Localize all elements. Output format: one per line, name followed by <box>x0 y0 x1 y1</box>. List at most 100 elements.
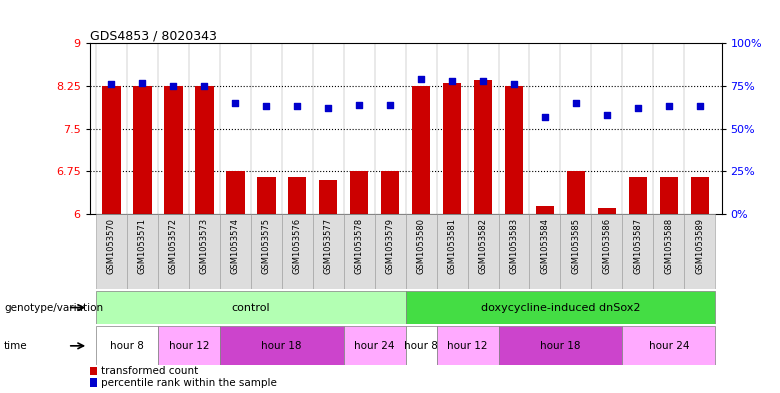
Text: GSM1053582: GSM1053582 <box>478 218 488 274</box>
Bar <box>96 291 406 324</box>
Bar <box>158 326 220 365</box>
Text: GSM1053578: GSM1053578 <box>355 218 363 274</box>
Bar <box>684 214 715 289</box>
Bar <box>158 214 189 289</box>
Bar <box>319 180 338 214</box>
Bar <box>133 86 151 214</box>
Point <box>446 78 459 84</box>
Text: GSM1053575: GSM1053575 <box>262 218 271 274</box>
Text: GDS4853 / 8020343: GDS4853 / 8020343 <box>90 29 217 42</box>
Text: hour 12: hour 12 <box>447 341 488 351</box>
Bar <box>96 214 127 289</box>
Point <box>136 79 148 86</box>
Bar <box>654 214 684 289</box>
Text: GSM1053581: GSM1053581 <box>448 218 456 274</box>
Point <box>539 114 551 120</box>
Text: GSM1053573: GSM1053573 <box>200 218 209 274</box>
Bar <box>498 326 622 365</box>
Point <box>322 105 335 111</box>
Text: transformed count: transformed count <box>101 366 198 376</box>
Bar <box>467 214 498 289</box>
Text: GSM1053570: GSM1053570 <box>107 218 116 274</box>
Text: hour 8: hour 8 <box>110 341 144 351</box>
Bar <box>597 208 616 214</box>
Text: percentile rank within the sample: percentile rank within the sample <box>101 378 277 388</box>
Bar <box>350 171 368 214</box>
Point <box>167 83 179 89</box>
Point <box>229 100 242 106</box>
Point <box>260 103 272 110</box>
Bar <box>313 214 344 289</box>
Text: GSM1053576: GSM1053576 <box>292 218 302 274</box>
Bar <box>561 214 591 289</box>
Text: GSM1053584: GSM1053584 <box>541 218 549 274</box>
Text: GSM1053589: GSM1053589 <box>695 218 704 274</box>
Text: GSM1053585: GSM1053585 <box>572 218 580 274</box>
Bar <box>220 214 250 289</box>
Bar <box>282 214 313 289</box>
Bar <box>257 177 275 214</box>
Text: hour 24: hour 24 <box>649 341 689 351</box>
Bar <box>127 214 158 289</box>
Bar <box>498 214 530 289</box>
Bar <box>406 326 437 365</box>
Bar <box>690 177 709 214</box>
Point <box>632 105 644 111</box>
Text: hour 12: hour 12 <box>168 341 209 351</box>
Text: time: time <box>4 341 27 351</box>
Text: GSM1053574: GSM1053574 <box>231 218 239 274</box>
Bar <box>591 214 622 289</box>
Text: doxycycline-induced dnSox2: doxycycline-induced dnSox2 <box>480 303 640 312</box>
Bar <box>90 367 98 375</box>
Text: GSM1053579: GSM1053579 <box>385 218 395 274</box>
Point <box>198 83 211 89</box>
Text: GSM1053572: GSM1053572 <box>168 218 178 274</box>
Bar <box>406 291 715 324</box>
Text: control: control <box>232 303 270 312</box>
Text: hour 8: hour 8 <box>404 341 438 351</box>
Text: GSM1053580: GSM1053580 <box>417 218 426 274</box>
Text: GSM1053583: GSM1053583 <box>509 218 519 274</box>
Bar <box>102 86 121 214</box>
Bar <box>344 214 374 289</box>
Bar <box>443 83 461 214</box>
Bar <box>164 86 183 214</box>
Point <box>569 100 582 106</box>
Text: GSM1053577: GSM1053577 <box>324 218 333 274</box>
Text: GSM1053587: GSM1053587 <box>633 218 643 274</box>
Bar <box>622 214 654 289</box>
Text: GSM1053571: GSM1053571 <box>138 218 147 274</box>
Bar <box>406 214 437 289</box>
Point <box>415 76 427 82</box>
Bar <box>250 214 282 289</box>
Bar <box>220 326 344 365</box>
Bar <box>530 214 561 289</box>
Point <box>105 81 118 87</box>
Text: GSM1053586: GSM1053586 <box>602 218 612 274</box>
Bar <box>195 86 214 214</box>
Point <box>291 103 303 110</box>
Point <box>601 112 613 118</box>
Bar <box>629 177 647 214</box>
Point <box>477 78 489 84</box>
Bar <box>381 171 399 214</box>
Bar <box>473 80 492 214</box>
Point <box>693 103 706 110</box>
Text: hour 18: hour 18 <box>541 341 580 351</box>
Text: genotype/variation: genotype/variation <box>4 303 103 312</box>
Point <box>384 102 396 108</box>
Text: hour 24: hour 24 <box>354 341 395 351</box>
Bar <box>566 171 585 214</box>
Bar <box>96 326 158 365</box>
Bar <box>437 214 467 289</box>
Text: hour 18: hour 18 <box>261 341 302 351</box>
Bar <box>412 86 431 214</box>
Bar <box>344 326 406 365</box>
Point <box>353 102 365 108</box>
Point <box>663 103 675 110</box>
Bar <box>288 177 307 214</box>
Point <box>508 81 520 87</box>
Bar <box>189 214 220 289</box>
Bar <box>622 326 715 365</box>
Bar <box>505 86 523 214</box>
